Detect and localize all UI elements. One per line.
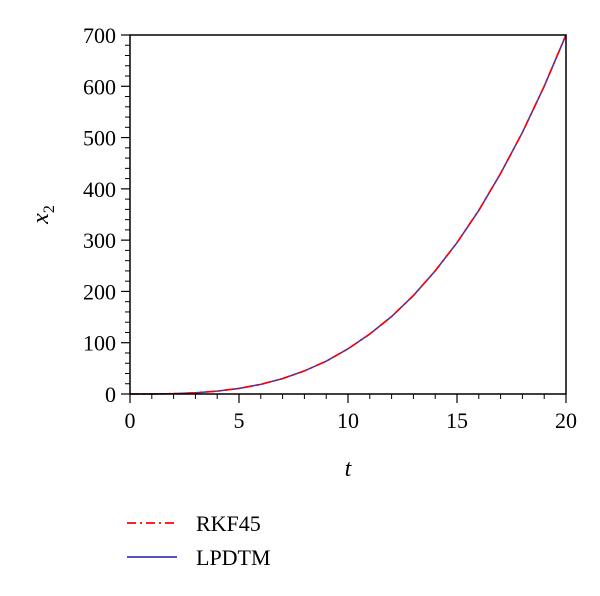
y-tick-label: 700 (83, 23, 116, 48)
legend-label-lpdtm: LPDTM (196, 545, 271, 570)
y-tick-label: 0 (105, 382, 116, 407)
x-tick-label: 20 (555, 408, 577, 433)
y-tick-label: 300 (83, 228, 116, 253)
y-tick-label: 600 (83, 74, 116, 99)
series-line-lpdtm (129, 34, 567, 395)
x-tick-label: 0 (125, 408, 136, 433)
series-line-rkf45 (129, 34, 567, 395)
legend: RKF45 LPDTM (127, 511, 271, 570)
x-tick-label: 15 (446, 408, 468, 433)
y-tick-label: 200 (83, 279, 116, 304)
y-axis-label-subscript: 2 (41, 205, 58, 213)
y-tick-label: 100 (83, 331, 116, 356)
x-tick-label: 10 (337, 408, 359, 433)
x-axis-label: t (345, 456, 353, 482)
y-tick-label: 400 (83, 177, 116, 202)
plot-frame (129, 34, 567, 395)
legend-label-rkf45: RKF45 (196, 511, 261, 536)
y-axis-label-main: x (28, 213, 54, 225)
series-layer (129, 34, 567, 395)
y-tick-label: 500 (83, 126, 116, 151)
x-tick-label: 5 (234, 408, 245, 433)
y-axis-label: x2 (28, 205, 58, 225)
